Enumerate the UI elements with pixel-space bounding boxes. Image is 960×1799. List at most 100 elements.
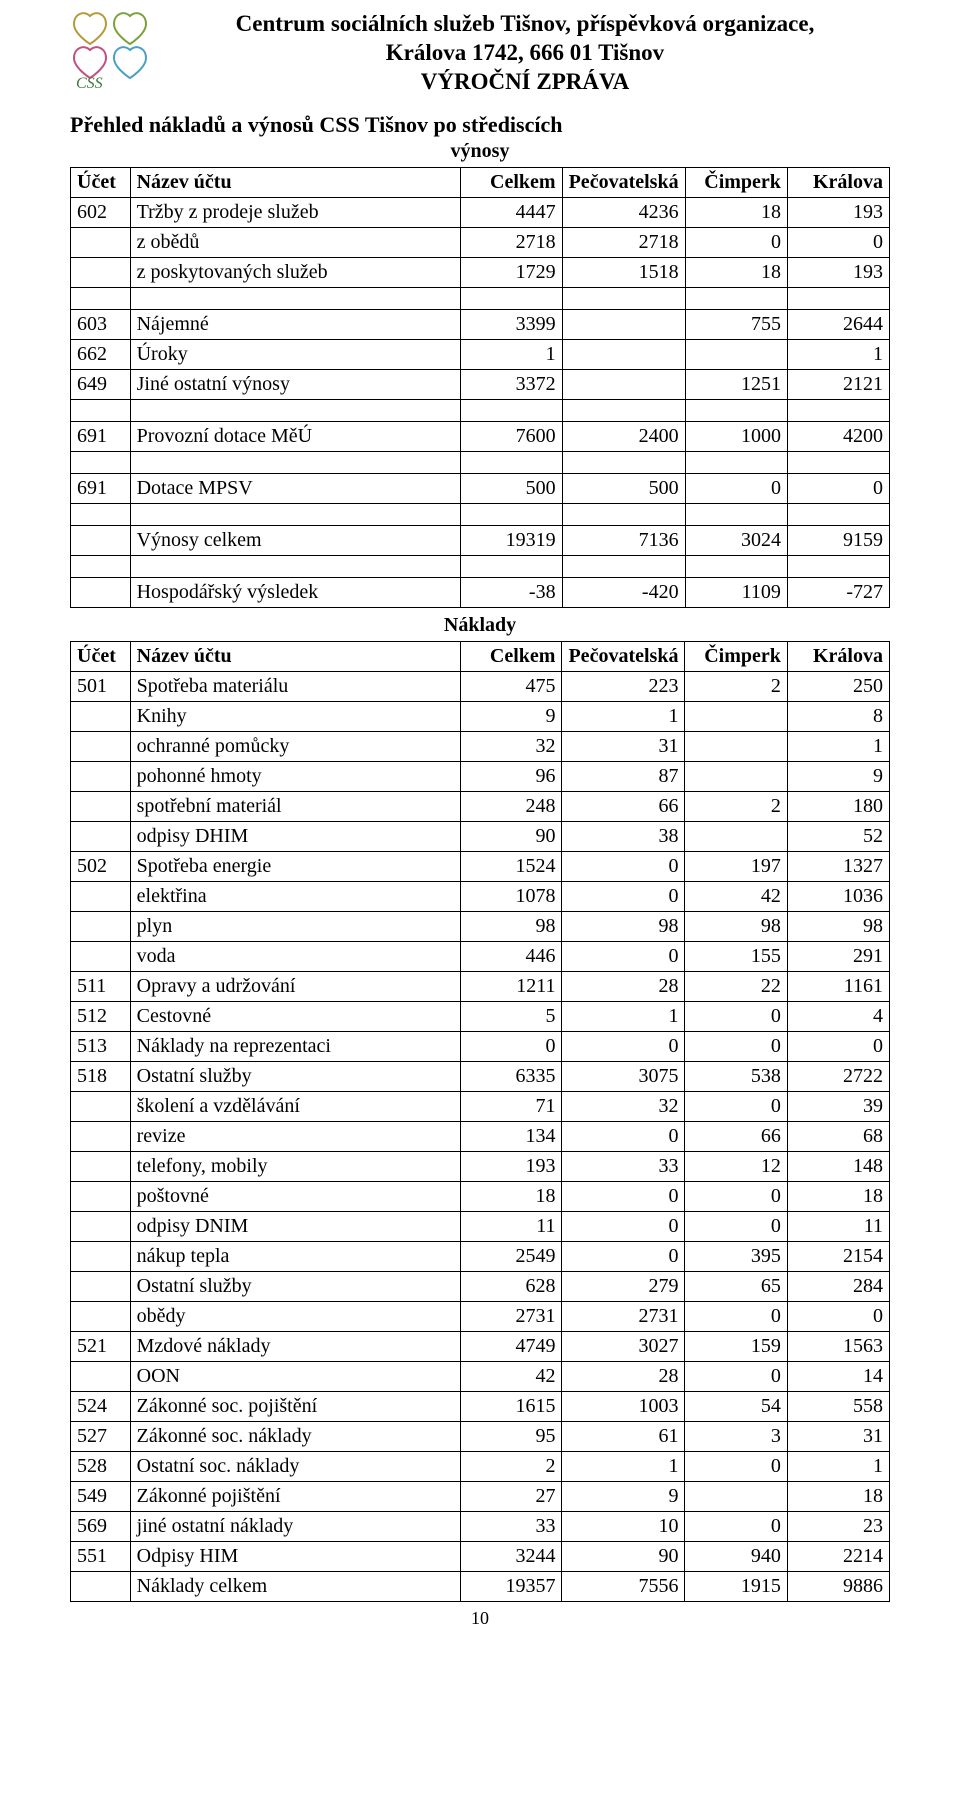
cell-value: 52 (787, 822, 889, 852)
cell-value: 1078 (460, 882, 562, 912)
cell-value: 95 (460, 1422, 562, 1452)
cell-value: 9 (787, 762, 889, 792)
spacer-cell (71, 400, 131, 422)
cell-value (685, 1482, 787, 1512)
cell-value: 0 (787, 474, 889, 504)
table-row: 602Tržby z prodeje služeb4447423618193 (71, 198, 890, 228)
col-nazev: Název účtu (130, 168, 460, 198)
cell-value: 66 (562, 792, 685, 822)
cell-value: 0 (787, 228, 889, 258)
table-row: Ostatní služby62827965284 (71, 1272, 890, 1302)
header-line1: Centrum sociálních služeb Tišnov, příspě… (160, 10, 890, 39)
table-row: z poskytovaných služeb1729151818193 (71, 258, 890, 288)
cell-nazev: Ostatní soc. náklady (130, 1452, 460, 1482)
table-row: 513Náklady na reprezentaci0000 (71, 1032, 890, 1062)
cell-nazev: Dotace MPSV (130, 474, 460, 504)
cell-nazev: voda (130, 942, 460, 972)
cell-nazev: Spotřeba materiálu (130, 672, 460, 702)
cell-value: 0 (685, 228, 787, 258)
cell-value: 19357 (460, 1572, 562, 1602)
table-row: 569jiné ostatní náklady3310023 (71, 1512, 890, 1542)
table-row (71, 452, 890, 474)
cell-value: 39 (787, 1092, 889, 1122)
cell-value: 18 (787, 1182, 889, 1212)
spacer-cell (71, 452, 131, 474)
cell-value: 2731 (562, 1302, 685, 1332)
cell-value: 159 (685, 1332, 787, 1362)
table-row: 521Mzdové náklady474930271591563 (71, 1332, 890, 1362)
header-line2: Králova 1742, 666 01 Tišnov (160, 39, 890, 68)
cell-value: 0 (685, 1302, 787, 1332)
cell-value: 1915 (685, 1572, 787, 1602)
cell-value: 1003 (562, 1392, 685, 1422)
spacer-cell (71, 504, 131, 526)
cell-value: 446 (460, 942, 562, 972)
spacer-cell (685, 556, 787, 578)
cell-value: 0 (562, 942, 685, 972)
table-row: 502Spotřeba energie152401971327 (71, 852, 890, 882)
table-row: 551Odpisy HIM3244909402214 (71, 1542, 890, 1572)
cell-value: 0 (562, 1032, 685, 1062)
cell-value: 193 (460, 1152, 562, 1182)
cell-value: -38 (460, 578, 562, 608)
col-celkem: Celkem (460, 168, 562, 198)
cell-value: 6335 (460, 1062, 562, 1092)
table-header-row: ÚčetNázev účtuCelkemPečovatelskáČimperkK… (71, 168, 890, 198)
cell-value: 0 (685, 1362, 787, 1392)
cell-value: 1524 (460, 852, 562, 882)
cell-value: 3024 (685, 526, 787, 556)
cell-value: 2214 (787, 1542, 889, 1572)
cell-nazev: Tržby z prodeje služeb (130, 198, 460, 228)
cell-value: 2 (460, 1452, 562, 1482)
cell-ucet: 649 (71, 370, 131, 400)
cell-value: 1 (562, 1452, 685, 1482)
cell-nazev: Zákonné soc. náklady (130, 1422, 460, 1452)
table-row: 691Provozní dotace MěÚ7600240010004200 (71, 422, 890, 452)
cell-value: 54 (685, 1392, 787, 1422)
cell-value: 197 (685, 852, 787, 882)
table-row: 512Cestovné5104 (71, 1002, 890, 1032)
cell-ucet: 569 (71, 1512, 131, 1542)
table-row: 662Úroky11 (71, 340, 890, 370)
cell-value: 96 (460, 762, 562, 792)
cell-ucet (71, 732, 131, 762)
cell-ucet (71, 578, 131, 608)
cell-value: 0 (787, 1302, 889, 1332)
table-row (71, 504, 890, 526)
logo-svg: CSS (70, 10, 150, 90)
header-text: Centrum sociálních služeb Tišnov, příspě… (160, 10, 890, 96)
table-row: voda4460155291 (71, 942, 890, 972)
logo-text: CSS (76, 75, 103, 90)
col-ucet: Účet (71, 642, 131, 672)
cell-value: 284 (787, 1272, 889, 1302)
cell-value: 0 (562, 1182, 685, 1212)
cell-value: 0 (685, 1182, 787, 1212)
cell-value: 2722 (787, 1062, 889, 1092)
cell-ucet (71, 1362, 131, 1392)
cell-value: 18 (685, 198, 787, 228)
table-row: odpisy DHIM903852 (71, 822, 890, 852)
cell-value: 90 (562, 1542, 685, 1572)
spacer-cell (130, 452, 460, 474)
cell-value: 98 (685, 912, 787, 942)
cell-value: 2718 (562, 228, 685, 258)
cell-value: 155 (685, 942, 787, 972)
cell-nazev: Zákonné pojištění (130, 1482, 460, 1512)
cell-value: 9 (460, 702, 562, 732)
page-number: 10 (70, 1608, 890, 1629)
logo: CSS (70, 10, 150, 90)
caption-vynosy: výnosy (70, 140, 890, 163)
cell-value: 27 (460, 1482, 562, 1512)
spacer-cell (460, 504, 562, 526)
cell-nazev: poštovné (130, 1182, 460, 1212)
table-row: 528Ostatní soc. náklady2101 (71, 1452, 890, 1482)
cell-nazev: z obědů (130, 228, 460, 258)
cell-ucet: 501 (71, 672, 131, 702)
spacer-cell (460, 400, 562, 422)
cell-value: 2121 (787, 370, 889, 400)
cell-nazev: telefony, mobily (130, 1152, 460, 1182)
cell-ucet (71, 822, 131, 852)
cell-value: 193 (787, 258, 889, 288)
cell-value: 558 (787, 1392, 889, 1422)
cell-ucet: 502 (71, 852, 131, 882)
